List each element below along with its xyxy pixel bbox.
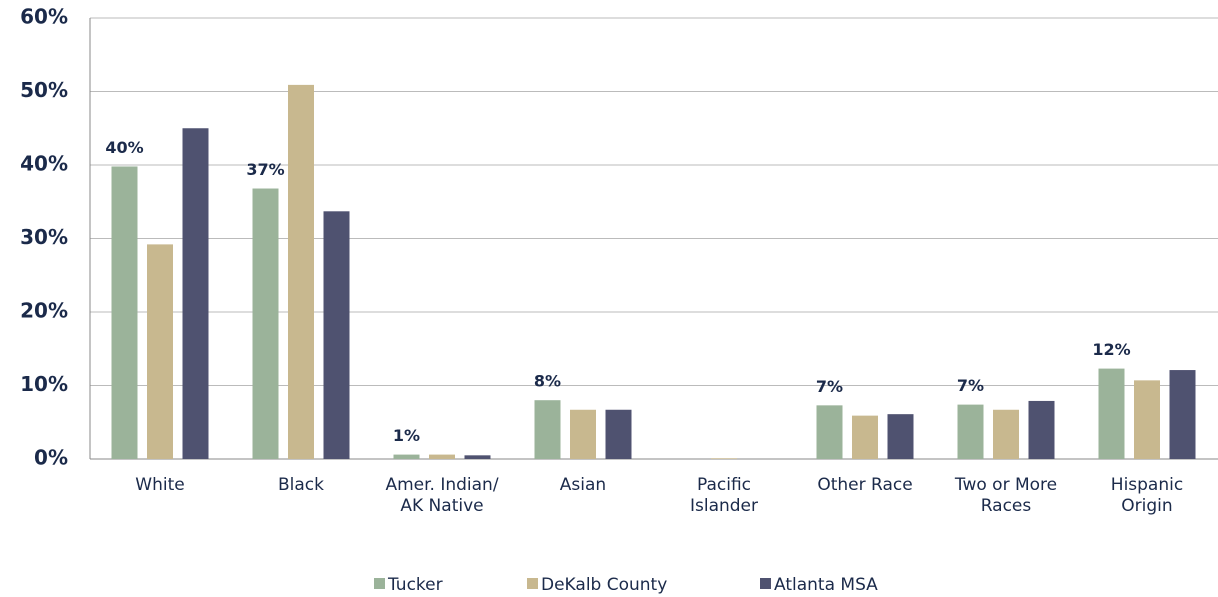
value-label: 1% (393, 426, 420, 445)
bar (1134, 380, 1160, 459)
x-tick-label: Pacific Islander (690, 475, 758, 516)
x-tick-label: Black (278, 475, 324, 495)
value-label: 12% (1092, 340, 1130, 359)
bar (1028, 400, 1055, 459)
y-tick-label: 10% (20, 372, 68, 396)
x-tick-label: White (135, 475, 184, 495)
bar (605, 409, 632, 459)
value-label: 7% (816, 377, 843, 396)
value-label: 37% (246, 160, 284, 179)
bar (252, 188, 279, 459)
x-tick-label: Hispanic Origin (1111, 475, 1183, 516)
bar (816, 405, 843, 459)
x-tick-label: Other Race (817, 475, 912, 495)
legend-swatch (760, 578, 771, 589)
x-tick-label: Amer. Indian/AK Native (385, 475, 498, 516)
bar (1169, 370, 1196, 459)
bar (323, 211, 350, 459)
y-tick-label: 0% (34, 446, 68, 470)
value-label: 8% (534, 372, 561, 391)
y-tick-label: 50% (20, 78, 68, 102)
y-tick-label: 60% (20, 5, 68, 29)
bar (852, 415, 878, 459)
bar (993, 409, 1019, 459)
bar (887, 414, 914, 459)
bar (111, 166, 138, 459)
legend-label: Atlanta MSA (774, 575, 878, 595)
bar (393, 454, 420, 459)
x-tick-label: Two or More Races (954, 475, 1057, 516)
bar (957, 404, 984, 459)
y-tick-label: 40% (20, 152, 68, 176)
bar (464, 455, 491, 459)
bar (429, 454, 455, 459)
bar (570, 409, 596, 459)
legend-swatch (374, 578, 385, 589)
bar (288, 84, 314, 459)
legend-label: DeKalb County (541, 575, 667, 595)
bar (147, 244, 173, 459)
y-tick-label: 20% (20, 299, 68, 323)
value-label: 7% (957, 376, 984, 395)
bar (711, 458, 737, 459)
legend-label: Tucker (387, 575, 443, 595)
y-tick-label: 30% (20, 225, 68, 249)
x-tick-label: Asian (560, 475, 606, 495)
bar (182, 128, 209, 459)
bar (534, 400, 561, 459)
value-label: 40% (105, 138, 143, 157)
bar (1098, 368, 1125, 459)
legend-swatch (527, 578, 538, 589)
